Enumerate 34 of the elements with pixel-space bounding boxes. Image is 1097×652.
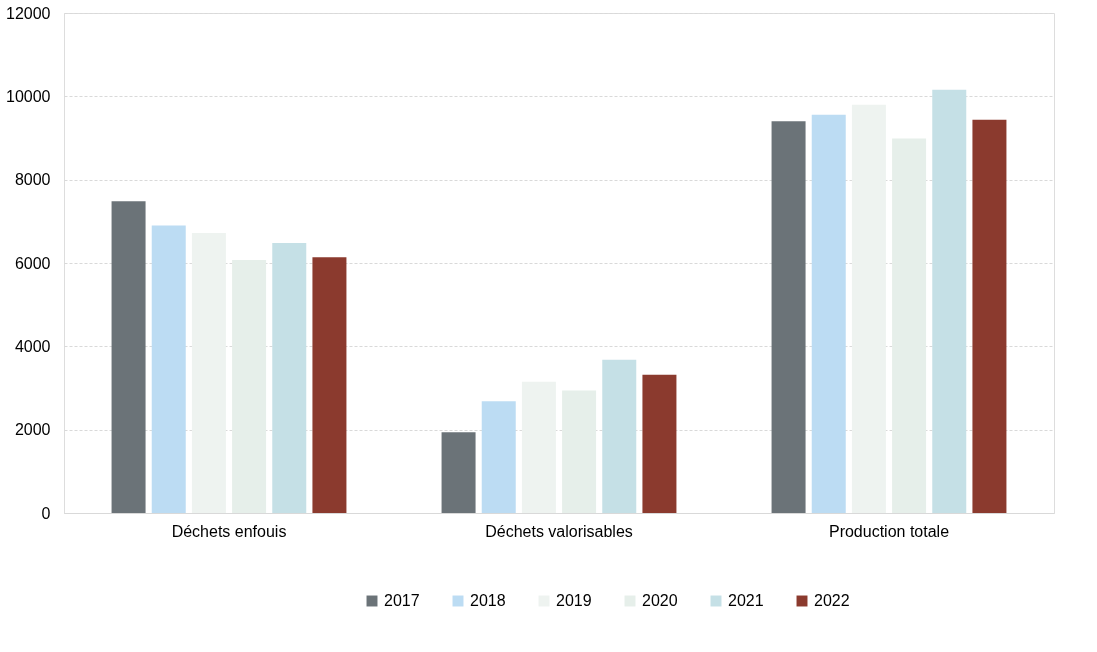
y-tick-label: 2000 bbox=[14, 421, 51, 439]
bar bbox=[771, 121, 806, 513]
legend-label: 2021 bbox=[728, 592, 764, 609]
bar bbox=[521, 381, 556, 513]
bar bbox=[111, 201, 146, 513]
y-tick-label: 6000 bbox=[14, 254, 51, 272]
bar bbox=[441, 432, 476, 513]
x-tick-label: Déchets valorisables bbox=[485, 522, 633, 540]
bar bbox=[312, 257, 347, 513]
bar bbox=[642, 374, 677, 513]
y-tick-label: 0 bbox=[41, 504, 51, 522]
bar bbox=[892, 138, 927, 513]
x-tick-label: Production totale bbox=[828, 522, 950, 540]
bar bbox=[232, 260, 267, 513]
legend-label: 2017 bbox=[384, 592, 420, 609]
y-tick-label: 12000 bbox=[6, 4, 51, 22]
bar bbox=[272, 243, 307, 513]
bar bbox=[481, 401, 516, 513]
bar bbox=[972, 119, 1007, 513]
bar bbox=[151, 225, 186, 513]
x-tick-label: Déchets enfouis bbox=[171, 522, 287, 540]
y-tick-label: 10000 bbox=[6, 87, 51, 105]
legend-label: 2020 bbox=[642, 592, 678, 609]
bar bbox=[851, 104, 886, 513]
bar bbox=[562, 390, 597, 513]
legend-label: 2022 bbox=[814, 592, 850, 609]
y-tick-label: 8000 bbox=[14, 171, 51, 189]
bar bbox=[602, 359, 637, 513]
bar bbox=[811, 114, 846, 513]
y-tick-label: 4000 bbox=[14, 337, 51, 355]
bar bbox=[932, 89, 967, 513]
legend-label: 2019 bbox=[556, 592, 592, 609]
bar bbox=[191, 233, 226, 513]
legend-label: 2018 bbox=[470, 592, 506, 609]
